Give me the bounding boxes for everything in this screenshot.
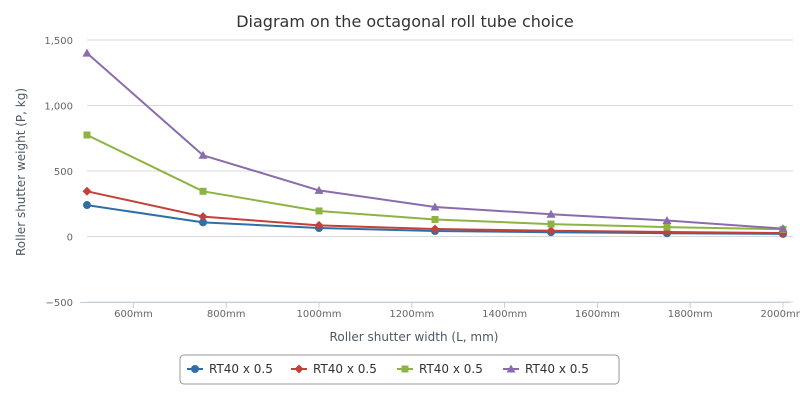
data-point (198, 150, 208, 159)
data-point (83, 201, 91, 210)
x-axis: 600mm 800mm 1000mm 1200mm 1400mm 1600mm 1800mm… (80, 302, 800, 320)
legend-label: RT40 x 0.5 (313, 362, 377, 376)
y-tick-label: 1,500 (44, 36, 73, 47)
legend-marker (191, 365, 199, 373)
legend-label: RT40 x 0.5 (209, 362, 273, 376)
legend-label: RT40 x 0.5 (419, 362, 483, 376)
legend-marker (401, 365, 409, 373)
series-4 (82, 48, 788, 233)
gridlines (87, 39, 793, 303)
y-tick-label: 500 (54, 167, 73, 178)
legend: RT40 x 0.5 RT40 x 0.5 RT40 x 0.5 RT40 x 0.5 (179, 354, 620, 385)
legend-item-4[interactable]: RT40 x 0.5 (503, 362, 589, 376)
x-tick-label: 1200mm (389, 309, 434, 320)
x-tick-label: 600mm (114, 309, 153, 320)
series-2 (82, 186, 788, 238)
data-point (430, 224, 440, 234)
x-tick-label: 2000mm (761, 309, 800, 320)
x-axis-title: Roller shutter width (L, mm) (330, 330, 499, 344)
data-point (83, 131, 91, 139)
legend-item-3[interactable]: RT40 x 0.5 (397, 362, 483, 376)
y-tick-label: 0 (67, 233, 73, 244)
data-point (431, 215, 439, 223)
y-axis-title: Roller shutter weight (P, kg) (14, 88, 28, 256)
x-tick-label: 1800mm (668, 309, 713, 320)
legend-item-2[interactable]: RT40 x 0.5 (291, 362, 377, 376)
data-point (430, 202, 440, 211)
data-point (778, 224, 788, 233)
legend-marker (506, 364, 516, 373)
chart-title: Diagram on the octagonal roll tube choic… (236, 12, 574, 31)
data-point (662, 216, 672, 225)
y-axis-ticks: −500 0 500 1,000 1,500 (44, 36, 73, 309)
series-line (86, 134, 784, 231)
series-3 (83, 131, 787, 233)
y-tick-label: −500 (46, 298, 73, 309)
legend-label: RT40 x 0.5 (525, 362, 589, 376)
data-point (314, 220, 324, 230)
x-tick-label: 1600mm (575, 309, 620, 320)
data-point (547, 220, 555, 228)
series-line (86, 52, 784, 230)
data-point (546, 209, 556, 218)
data-point (315, 207, 323, 215)
data-point (198, 212, 208, 222)
x-tick-label: 1000mm (297, 309, 342, 320)
x-tick-label: 800mm (207, 309, 246, 320)
x-tick-label: 1400mm (482, 309, 527, 320)
data-point (82, 48, 92, 57)
data-point (663, 223, 671, 231)
data-point (546, 226, 556, 236)
series-group (82, 48, 788, 238)
y-tick-label: 1,000 (44, 102, 73, 113)
data-point (314, 185, 324, 194)
data-point (199, 187, 207, 195)
legend-marker (294, 364, 304, 374)
data-point (199, 218, 207, 227)
data-point (82, 186, 92, 196)
legend-item-1[interactable]: RT40 x 0.5 (187, 362, 273, 376)
